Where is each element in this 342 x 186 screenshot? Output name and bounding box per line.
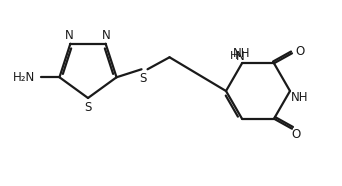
Text: O: O [291,128,301,141]
Text: H₂N: H₂N [13,71,36,84]
Text: NH: NH [233,47,251,60]
Text: N: N [65,29,74,42]
Text: O: O [295,45,305,58]
Text: N: N [236,50,245,63]
Text: S: S [84,100,92,113]
Text: NH: NH [291,91,309,103]
Text: N: N [102,29,111,42]
Text: H: H [230,51,238,61]
Text: S: S [139,72,146,85]
